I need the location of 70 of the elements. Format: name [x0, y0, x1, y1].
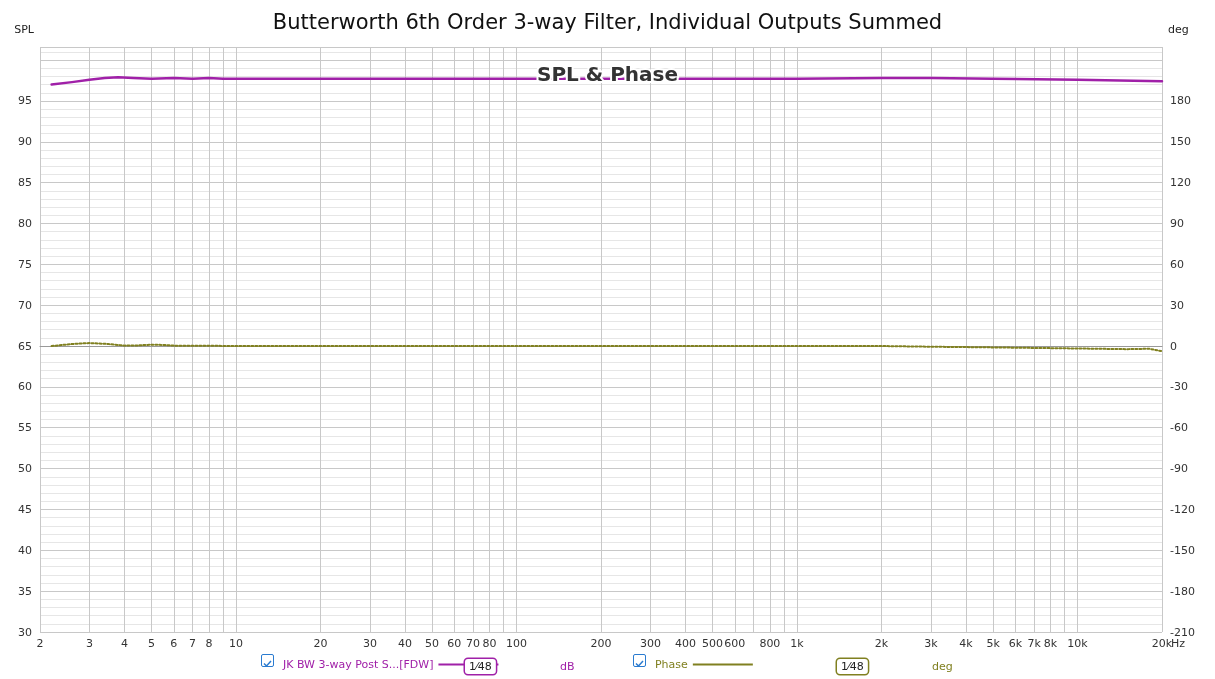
text: 1⁄48	[469, 660, 492, 673]
x-tick-label: 5	[148, 637, 156, 650]
x-tick-label: 20k	[1151, 637, 1173, 650]
y-tick-label: 35	[18, 584, 32, 598]
text: 1⁄48	[841, 660, 864, 673]
y-tick-label: 60	[18, 380, 32, 394]
x-tick-label: 800	[759, 637, 781, 650]
x-axis-title: Hz	[1171, 637, 1186, 650]
y-tick-label: 30	[18, 625, 32, 639]
x-tick-label: 5k	[986, 637, 1001, 650]
x-tick-label: 60	[447, 637, 462, 650]
x-tick-label: 1k	[790, 637, 805, 650]
x-tick-label: 4k	[959, 637, 974, 650]
y-tick-label: 45	[18, 502, 32, 516]
y2-tick-label: 0	[1170, 339, 1177, 353]
y2-tick-label: -150	[1170, 543, 1195, 557]
text: dB	[560, 660, 575, 673]
x-tick-label: 70	[466, 637, 481, 650]
x-tick-label: 30	[362, 637, 377, 650]
x-tick-label: 20	[313, 637, 328, 650]
y2-tick-label: -30	[1170, 380, 1188, 394]
x-tick-label: 100	[506, 637, 528, 650]
y-tick-label: 65	[18, 339, 32, 353]
x-tick-label: 3	[85, 637, 93, 650]
x-tick-label: 2k	[874, 637, 889, 650]
y2-tick-label: 30	[1170, 298, 1184, 312]
y-tick-label: 55	[18, 421, 32, 435]
y2-tick-label: -180	[1170, 584, 1195, 598]
x-tick-label: 4	[120, 637, 128, 650]
y-tick-label: 95	[18, 94, 32, 108]
x-tick-label: 10	[229, 637, 244, 650]
y2-tick-label: -60	[1170, 421, 1188, 435]
y-tick-label: 90	[18, 135, 32, 149]
x-tick-label: 7k	[1027, 637, 1042, 650]
y-tick-label: 80	[18, 216, 32, 230]
y2-tick-label: 120	[1170, 176, 1191, 190]
x-tick-label: 600	[724, 637, 746, 650]
y2-tick-label: -210	[1170, 625, 1195, 639]
text: Phase	[654, 658, 689, 671]
y2-tick-label: -120	[1170, 502, 1195, 516]
x-tick-label: 50	[425, 637, 440, 650]
text: deg	[932, 660, 953, 673]
x-tick-label: 40	[397, 637, 412, 650]
y-tick-label: 50	[18, 462, 32, 476]
y2-tick-label: 150	[1170, 135, 1191, 149]
y-tick-label: 70	[18, 298, 32, 312]
y2-tick-label: 180	[1170, 94, 1191, 108]
x-tick-label: 6k	[1008, 637, 1023, 650]
y-tick-label: 75	[18, 257, 32, 271]
x-tick-label: 500	[702, 637, 724, 650]
x-tick-label: 8k	[1043, 637, 1058, 650]
y2-tick-label: 90	[1170, 216, 1184, 230]
y2-tick-label: 60	[1170, 257, 1184, 271]
chart-title: Butterworth 6th Order 3-way Filter, Individual Outputs Summed	[272, 9, 943, 34]
text: JK BW 3-way Post S...[FDW]	[282, 658, 434, 671]
x-tick-label: 6	[170, 637, 178, 650]
x-tick-label: 10k	[1067, 637, 1089, 650]
y-tick-label: 85	[18, 176, 32, 190]
y2-axis-title: deg	[1168, 23, 1189, 36]
x-tick-label: 200	[590, 637, 612, 650]
x-tick-label: 400	[674, 637, 696, 650]
x-tick-label: 300	[639, 637, 661, 650]
y-axis-title: SPL	[14, 23, 35, 36]
x-tick-label: 2	[36, 637, 44, 650]
y2-tick-label: -90	[1170, 462, 1188, 476]
y-tick-label: 40	[18, 543, 32, 557]
x-tick-label: 8	[205, 637, 213, 650]
x-tick-label: 80	[482, 637, 497, 650]
x-tick-label: 7	[189, 637, 197, 650]
x-tick-label: 3k	[924, 637, 939, 650]
